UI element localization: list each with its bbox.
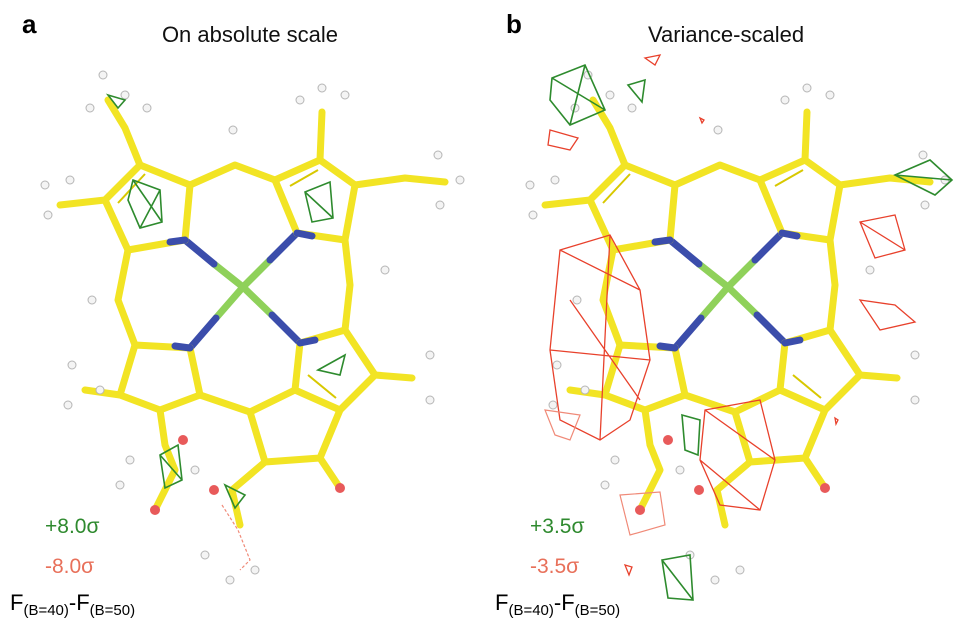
shape xyxy=(550,65,605,125)
shape xyxy=(548,130,578,150)
panel-label: a xyxy=(22,9,37,39)
shape xyxy=(682,415,700,455)
panel-a: a On absolute scale +8.0σ -8.0σ F(B=40)-… xyxy=(10,9,464,618)
shape xyxy=(305,182,333,222)
formula-term: F xyxy=(10,590,23,615)
shape xyxy=(628,80,645,102)
panel-title: On absolute scale xyxy=(162,22,338,47)
shape xyxy=(662,555,693,600)
formula-subscript: (B=50) xyxy=(575,602,620,618)
legend-positive: +3.5σ xyxy=(530,515,584,538)
molecule xyxy=(41,71,464,584)
panel-title: Variance-scaled xyxy=(648,22,804,47)
positive-density xyxy=(550,65,952,600)
formula: F(B=40)-F(B=50) xyxy=(10,590,135,618)
figure: a On absolute scale +8.0σ -8.0σ F(B=40)-… xyxy=(0,0,961,618)
legend-negative: -3.5σ xyxy=(530,555,579,578)
negative-density xyxy=(545,55,915,575)
formula-subscript: (B=40) xyxy=(23,602,68,618)
formula-subscript: (B=50) xyxy=(90,602,135,618)
legend-negative: -8.0σ xyxy=(45,555,94,578)
shape xyxy=(860,300,915,330)
formula-subscript: (B=40) xyxy=(508,602,553,618)
formula-term: -F xyxy=(69,590,90,615)
panel-label: b xyxy=(506,9,522,39)
shape xyxy=(545,410,580,440)
legend-positive: +8.0σ xyxy=(45,515,99,538)
formula-term: -F xyxy=(554,590,575,615)
formula-term: F xyxy=(495,590,508,615)
formula: F(B=40)-F(B=50) xyxy=(495,590,620,618)
shape xyxy=(318,355,345,375)
panel-b: b Variance-scaled +3.5σ -3.5σ F(B=40)-F(… xyxy=(495,9,952,618)
shape xyxy=(860,215,905,258)
